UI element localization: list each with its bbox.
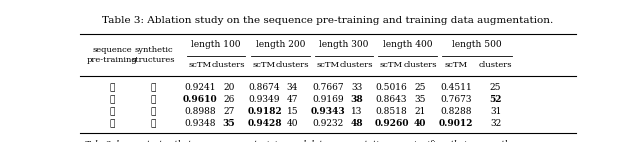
Text: 20: 20	[223, 83, 234, 92]
Text: scTM: scTM	[316, 61, 340, 69]
Text: 26: 26	[223, 95, 234, 104]
Text: 35: 35	[223, 119, 235, 128]
Text: 0.9169: 0.9169	[312, 95, 344, 104]
Text: 0.9232: 0.9232	[312, 119, 344, 128]
Text: 0.9182: 0.9182	[247, 107, 282, 116]
Text: ✓: ✓	[151, 119, 156, 128]
Text: clusters: clusters	[403, 61, 437, 69]
Text: 27: 27	[223, 107, 234, 116]
Text: 0.8643: 0.8643	[376, 95, 407, 104]
Text: clusters: clusters	[212, 61, 246, 69]
Text: 0.8674: 0.8674	[249, 83, 280, 92]
Text: 52: 52	[490, 95, 502, 104]
Text: length 400: length 400	[383, 40, 432, 49]
Text: ✗: ✗	[151, 83, 156, 92]
Text: ✗: ✗	[109, 83, 115, 92]
Text: length 300: length 300	[319, 40, 369, 49]
Text: 48: 48	[351, 119, 363, 128]
Text: clusters: clusters	[276, 61, 309, 69]
Text: 0.9012: 0.9012	[438, 119, 473, 128]
Text: Tab. 3 demonstrates that sequence pre-training and data augmentation can signifi: Tab. 3 demonstrates that sequence pre-tr…	[85, 140, 515, 142]
Text: 31: 31	[490, 107, 501, 116]
Text: 0.8988: 0.8988	[184, 107, 216, 116]
Text: 25: 25	[415, 83, 426, 92]
Text: Table 3: Ablation study on the sequence pre-training and training data augmentat: Table 3: Ablation study on the sequence …	[102, 16, 554, 25]
Text: sequence
pre-training: sequence pre-training	[87, 46, 138, 64]
Text: 0.7667: 0.7667	[312, 83, 344, 92]
Text: 0.9241: 0.9241	[184, 83, 216, 92]
Text: ✗: ✗	[109, 107, 115, 116]
Text: clusters: clusters	[340, 61, 374, 69]
Text: 0.9260: 0.9260	[374, 119, 409, 128]
Text: clusters: clusters	[479, 61, 513, 69]
Text: 15: 15	[287, 107, 298, 116]
Text: 38: 38	[350, 95, 363, 104]
Text: 13: 13	[351, 107, 362, 116]
Text: ✓: ✓	[151, 107, 156, 116]
Text: ✓: ✓	[109, 95, 115, 104]
Text: scTM: scTM	[444, 61, 468, 69]
Text: 0.9348: 0.9348	[184, 119, 216, 128]
Text: 0.4511: 0.4511	[440, 83, 472, 92]
Text: scTM: scTM	[188, 61, 212, 69]
Text: 40: 40	[287, 119, 298, 128]
Text: 0.9349: 0.9349	[249, 95, 280, 104]
Text: 0.8288: 0.8288	[440, 107, 472, 116]
Text: ✓: ✓	[109, 119, 115, 128]
Text: 0.9610: 0.9610	[182, 95, 218, 104]
Text: scTM: scTM	[380, 61, 403, 69]
Text: synthetic
structures: synthetic structures	[132, 46, 175, 64]
Text: 32: 32	[490, 119, 501, 128]
Text: 33: 33	[351, 83, 362, 92]
Text: 0.5016: 0.5016	[376, 83, 408, 92]
Text: ✗: ✗	[151, 95, 156, 104]
Text: length 200: length 200	[256, 40, 305, 49]
Text: 40: 40	[414, 119, 426, 128]
Text: scTM: scTM	[253, 61, 276, 69]
Text: 0.9428: 0.9428	[247, 119, 282, 128]
Text: 0.9343: 0.9343	[310, 107, 346, 116]
Text: 34: 34	[287, 83, 298, 92]
Text: 25: 25	[490, 83, 501, 92]
Text: length 100: length 100	[191, 40, 241, 49]
Text: 35: 35	[415, 95, 426, 104]
Text: 0.8518: 0.8518	[376, 107, 408, 116]
Text: 0.7673: 0.7673	[440, 95, 472, 104]
Text: 47: 47	[287, 95, 298, 104]
Text: 21: 21	[415, 107, 426, 116]
Text: length 500: length 500	[452, 40, 501, 49]
